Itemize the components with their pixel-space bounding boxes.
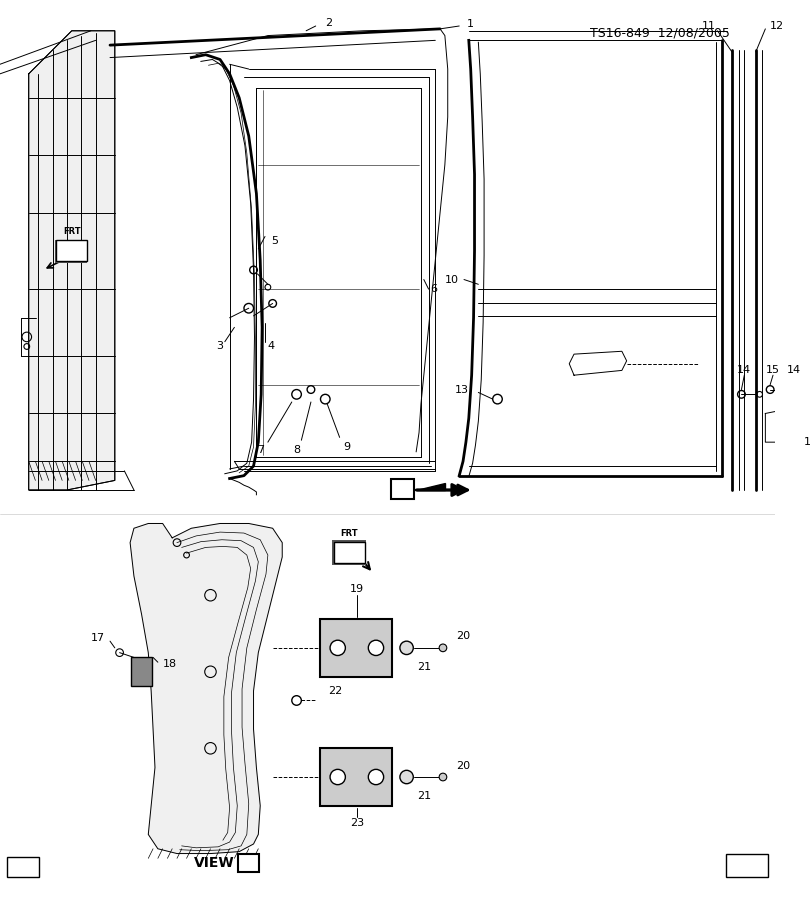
- Circle shape: [330, 770, 345, 785]
- FancyBboxPatch shape: [238, 854, 259, 872]
- Text: 19: 19: [350, 583, 364, 593]
- FancyBboxPatch shape: [131, 657, 152, 686]
- Text: 7: 7: [257, 445, 264, 455]
- Text: 15: 15: [766, 365, 780, 375]
- Text: VIEW: VIEW: [194, 856, 234, 870]
- Circle shape: [369, 770, 384, 785]
- Text: 1: 1: [467, 19, 474, 29]
- Text: 9: 9: [343, 442, 350, 452]
- Circle shape: [330, 640, 345, 655]
- Text: 23: 23: [350, 818, 364, 828]
- FancyBboxPatch shape: [321, 748, 392, 806]
- FancyBboxPatch shape: [332, 540, 366, 564]
- Text: 16: 16: [804, 437, 810, 447]
- Text: 2: 2: [326, 18, 332, 28]
- Circle shape: [369, 640, 384, 655]
- Text: TS16-849  12/08/2005: TS16-849 12/08/2005: [590, 26, 730, 40]
- Text: 18: 18: [163, 659, 177, 669]
- Text: 14: 14: [737, 365, 752, 375]
- Text: 12: 12: [770, 21, 784, 31]
- FancyBboxPatch shape: [57, 240, 87, 261]
- Polygon shape: [416, 483, 445, 490]
- FancyBboxPatch shape: [391, 480, 414, 499]
- Circle shape: [439, 644, 447, 652]
- Text: rk: rk: [17, 861, 27, 871]
- Text: 3: 3: [216, 341, 224, 352]
- FancyBboxPatch shape: [321, 619, 392, 677]
- Polygon shape: [130, 524, 282, 853]
- Text: 4: 4: [267, 341, 275, 352]
- Text: 10: 10: [446, 274, 459, 284]
- Circle shape: [400, 770, 413, 784]
- Text: 17: 17: [91, 634, 105, 643]
- Text: GM: GM: [740, 861, 755, 870]
- Polygon shape: [28, 31, 115, 490]
- FancyBboxPatch shape: [726, 853, 768, 877]
- Text: 20: 20: [456, 632, 471, 642]
- Text: 21: 21: [417, 791, 431, 801]
- Text: 6: 6: [430, 284, 437, 294]
- Text: rk: rk: [16, 863, 26, 873]
- Text: FRT: FRT: [63, 227, 80, 236]
- Text: 13: 13: [454, 384, 469, 394]
- Text: 22: 22: [328, 686, 342, 696]
- FancyBboxPatch shape: [334, 542, 364, 562]
- Text: 21: 21: [417, 662, 431, 672]
- Text: 14: 14: [787, 365, 801, 375]
- Circle shape: [439, 773, 447, 781]
- Text: A: A: [399, 485, 407, 495]
- Text: A: A: [244, 859, 254, 871]
- FancyBboxPatch shape: [6, 858, 39, 877]
- Circle shape: [400, 641, 413, 654]
- Text: 5: 5: [271, 237, 278, 247]
- Text: 8: 8: [293, 445, 301, 455]
- FancyBboxPatch shape: [54, 240, 87, 264]
- Text: 20: 20: [456, 760, 471, 770]
- Text: FRT: FRT: [340, 528, 358, 537]
- Text: 11: 11: [701, 21, 715, 31]
